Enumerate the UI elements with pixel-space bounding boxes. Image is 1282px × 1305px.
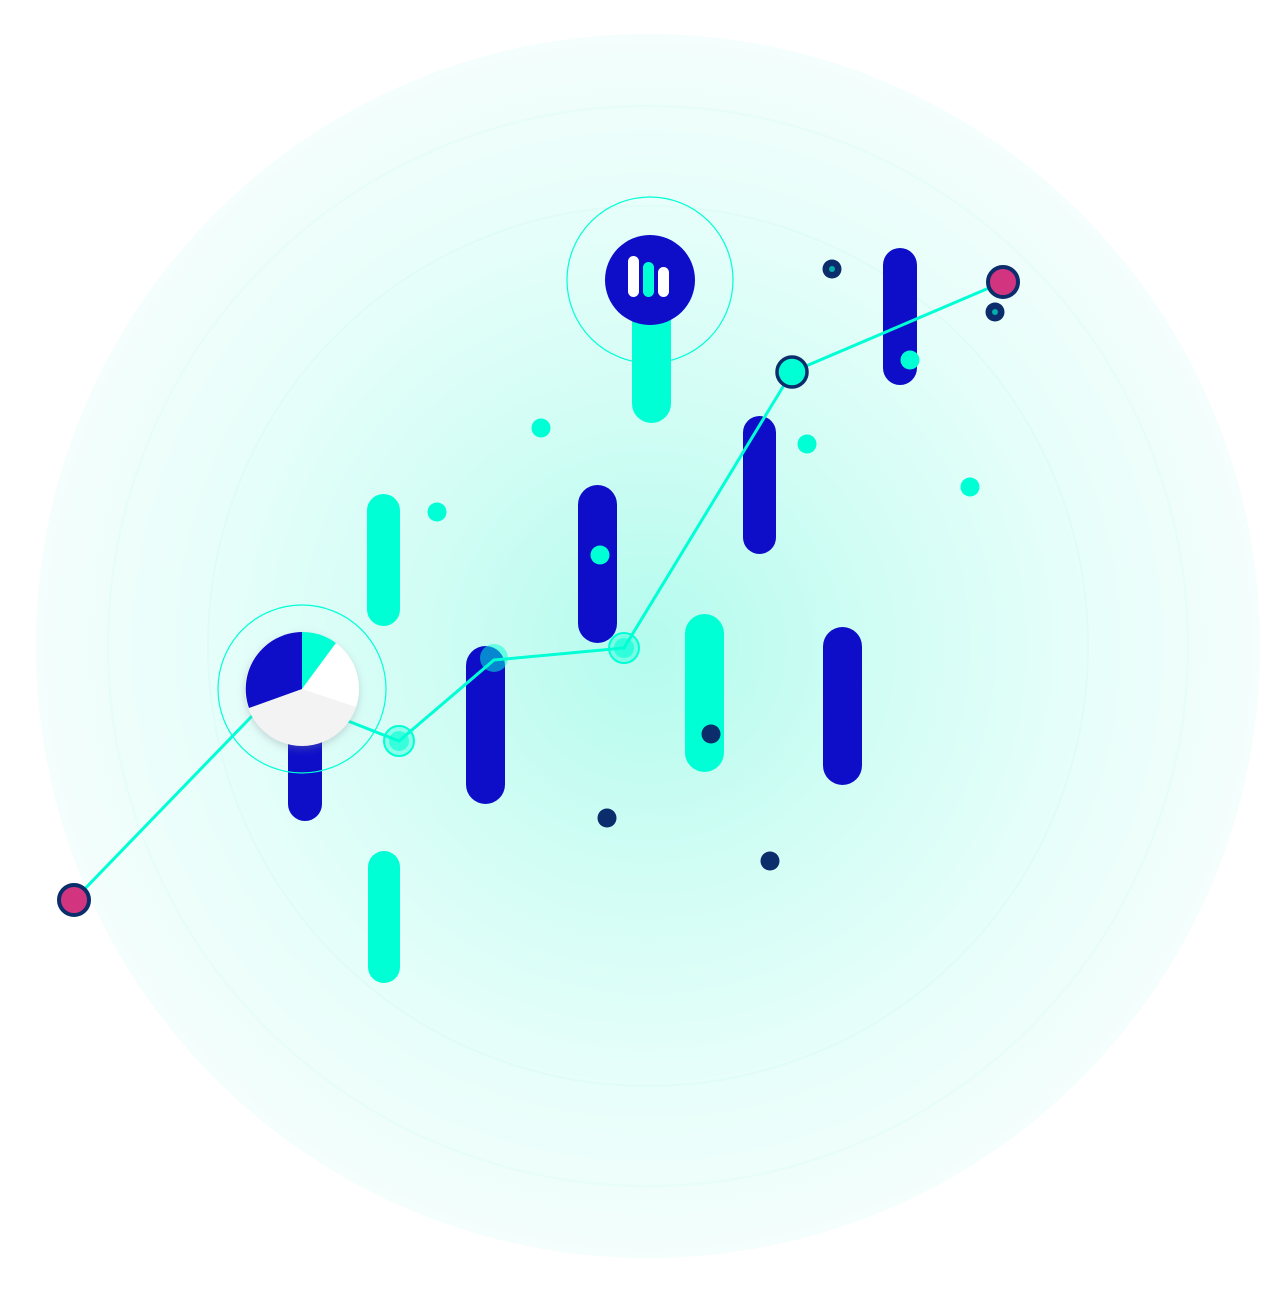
pink-dot-icon xyxy=(57,883,91,917)
teal-dot xyxy=(900,350,920,370)
line-node xyxy=(775,355,809,389)
bar-teal xyxy=(368,851,400,983)
bar-blue xyxy=(466,646,505,804)
teal-dot xyxy=(427,502,447,522)
teal-dot xyxy=(531,418,551,438)
bar-chart-icon xyxy=(566,196,734,364)
teal-dot xyxy=(960,477,980,497)
navy-dot xyxy=(760,851,780,871)
line-node xyxy=(614,638,634,658)
bar-blue xyxy=(823,627,862,785)
teal-dot xyxy=(590,545,610,565)
bar-teal xyxy=(367,494,400,626)
bar-teal xyxy=(685,614,724,772)
pink-dot-icon xyxy=(986,265,1020,299)
line-node xyxy=(389,731,409,751)
line-nodes xyxy=(57,265,1020,917)
navy-dot xyxy=(597,808,617,828)
line-node xyxy=(480,644,508,672)
teal-dot xyxy=(797,434,817,454)
background-glow xyxy=(36,34,1260,1258)
navy-dot xyxy=(701,724,721,744)
pie-chart-icon xyxy=(217,604,387,774)
scatter-dots xyxy=(427,259,1005,871)
bar-blue xyxy=(743,416,776,554)
